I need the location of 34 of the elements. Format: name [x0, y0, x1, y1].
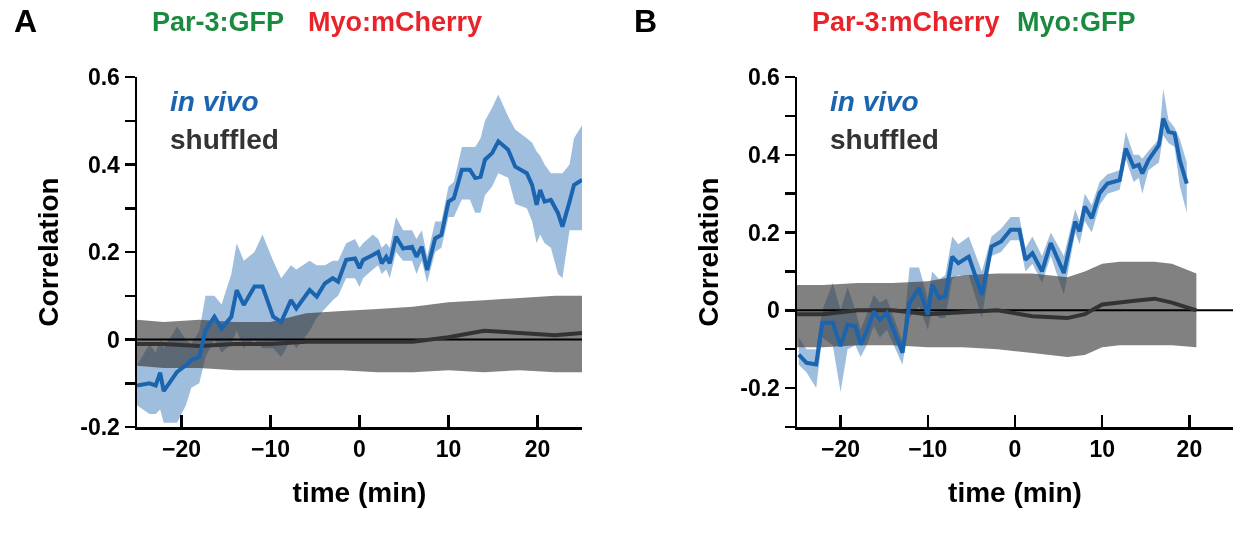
x-tick-label: −10 — [908, 436, 948, 463]
text: Myo:mCherry — [308, 7, 483, 37]
text: shuffled — [170, 124, 279, 155]
y-tick-label: 0.4 — [747, 141, 781, 168]
y-tick-label: -0.2 — [80, 414, 120, 441]
text: Par-3:mCherry — [812, 7, 1000, 37]
y-tick-label: 0.4 — [87, 151, 121, 178]
x-tick-label: −20 — [161, 436, 202, 463]
chart-title: A — [14, 3, 38, 39]
x-tick-label: 20 — [524, 436, 551, 463]
chart-title: B — [634, 3, 658, 39]
y-tick-label: 0 — [767, 297, 780, 324]
y-tick-label: 0.6 — [747, 64, 780, 91]
text: Myo:GFP — [1017, 7, 1136, 37]
y-axis-title: Correlation — [32, 177, 64, 327]
y-axis-title: Correlation — [692, 177, 724, 327]
x-axis-title: time (min) — [292, 477, 427, 509]
text: Par-3:GFP — [152, 7, 285, 37]
y-tick-label: 0.6 — [87, 64, 120, 91]
y-tick-label: 0 — [107, 326, 120, 353]
y-tick-label: -0.2 — [740, 375, 780, 402]
x-tick-label: −20 — [821, 436, 861, 463]
text: in vivo — [170, 86, 259, 117]
x-axis-title: time (min) — [948, 477, 1082, 509]
x-tick-label: 0 — [1008, 436, 1022, 463]
y-tick-label: 0.2 — [747, 219, 780, 246]
text: shuffled — [830, 124, 939, 155]
x-tick-label: 10 — [435, 436, 462, 463]
text: in vivo — [830, 86, 919, 117]
x-tick-label: 0 — [353, 436, 366, 463]
x-tick-label: 20 — [1176, 436, 1203, 463]
x-tick-label: 10 — [1089, 436, 1115, 463]
y-tick-label: 0.2 — [87, 239, 120, 266]
x-tick-label: −10 — [250, 436, 291, 463]
